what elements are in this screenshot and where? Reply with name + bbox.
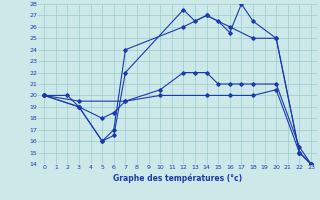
X-axis label: Graphe des températures (°c): Graphe des températures (°c) [113, 173, 242, 183]
